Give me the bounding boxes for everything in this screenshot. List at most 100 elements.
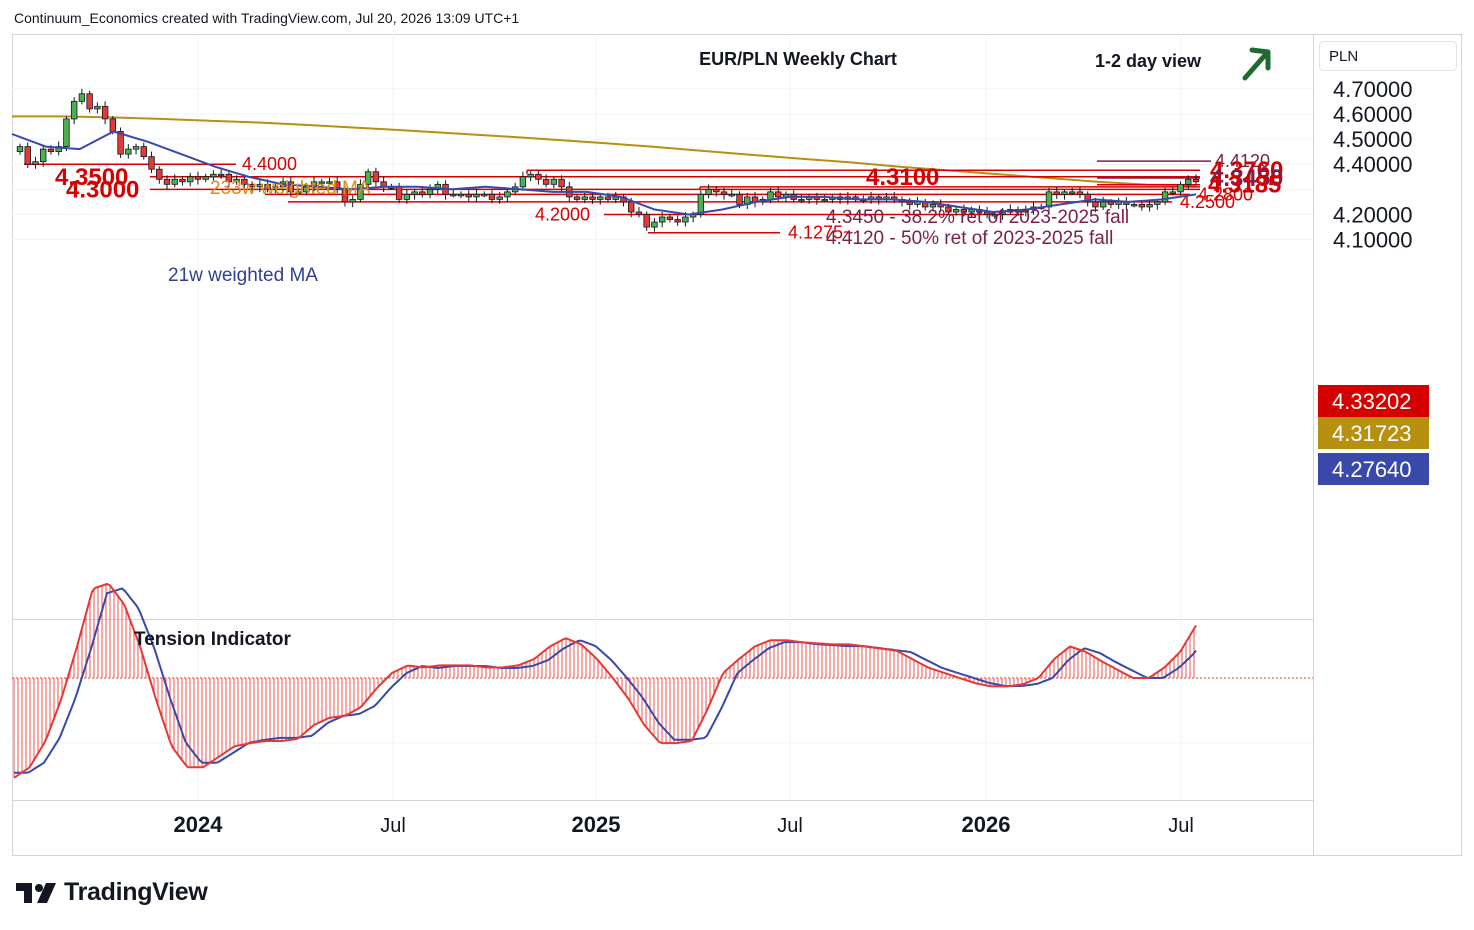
candle-down: [1084, 193, 1091, 203]
candle-down: [535, 173, 542, 180]
time-tick-label: Jul: [1168, 815, 1194, 837]
price-badge-last-price: [1318, 385, 1429, 417]
candle-down: [1192, 178, 1200, 183]
candle-down: [558, 178, 565, 188]
candle-down: [488, 193, 496, 200]
tension-indicator: [12, 582, 1313, 779]
candle-down: [287, 181, 294, 193]
level-label: 4.4000: [242, 154, 297, 174]
candle-down: [720, 191, 728, 195]
candle-down: [419, 191, 426, 195]
candle-down: [960, 209, 968, 213]
candle-down: [589, 196, 596, 200]
candle-up: [63, 118, 70, 147]
price-badge-text: 4.27640: [1332, 457, 1412, 482]
candle-up: [349, 199, 356, 203]
price-badge-21w-ma: [1318, 453, 1429, 485]
level-label: 4.3760: [1210, 157, 1283, 184]
candle-up: [481, 193, 488, 197]
candle-up: [597, 196, 604, 200]
candle-down: [1053, 191, 1060, 195]
candle-up: [40, 148, 47, 163]
candle-down: [1092, 201, 1099, 208]
level-label: 4.2800: [1198, 184, 1253, 204]
candle-up: [1169, 191, 1176, 194]
candle-up: [929, 204, 937, 208]
candle-down: [241, 178, 248, 185]
candle-up: [411, 191, 418, 195]
candle-down: [148, 156, 155, 170]
candle-down: [643, 214, 650, 228]
candle-up: [496, 196, 503, 200]
candle-up: [1099, 201, 1107, 208]
candle-down: [117, 131, 124, 155]
candle-down: [101, 105, 109, 120]
candle-up: [78, 93, 86, 102]
ma233-line: [12, 115, 1197, 187]
price-tick-label: 4.70000: [1333, 77, 1413, 102]
candle-up: [434, 183, 441, 190]
candle-up: [357, 183, 364, 200]
candle-up: [1061, 191, 1068, 195]
level-label: 4.3185: [1208, 172, 1281, 199]
level-label: 4.3000: [66, 176, 139, 203]
candle-up: [1069, 191, 1076, 194]
candle-down: [334, 181, 341, 190]
candle-down: [1107, 201, 1115, 205]
ma233-label: 233w weighted MA: [210, 178, 371, 199]
support-resistance-levels: 4.41204.37604.34504.31854.31004.40004.35…: [24, 151, 1283, 243]
candle-down: [604, 196, 612, 200]
candle-down: [775, 191, 782, 198]
time-axis[interactable]: 2024 Jul 2025 Jul 2026 Jul: [174, 812, 1194, 837]
candle-up: [171, 178, 178, 185]
candle-up: [952, 209, 960, 213]
candle-down: [194, 176, 202, 180]
candle-up: [527, 173, 534, 178]
price-tick-label: 4.20000: [1333, 203, 1413, 228]
candle-up: [658, 216, 666, 223]
candle-up: [1154, 201, 1161, 205]
candle-down: [906, 201, 913, 205]
candle-up: [991, 214, 999, 217]
brand-name: TradingView: [64, 878, 208, 906]
currency-box[interactable]: PLN: [1319, 41, 1457, 71]
candle-up: [202, 176, 209, 180]
price-badge-233w-ma: [1318, 417, 1429, 449]
candle-down: [465, 193, 472, 198]
ma21-path: [11, 130, 1197, 216]
price-badge-text: 4.33202: [1332, 389, 1412, 414]
tradingview-logo-icon: [16, 882, 56, 903]
candle-up: [550, 178, 558, 185]
time-tick-label: 2026: [962, 812, 1011, 837]
level-label: 4.3450: [1210, 165, 1283, 192]
price-badge-text: 4.31723: [1332, 421, 1412, 446]
tradingview-logo[interactable]: TradingView: [16, 878, 208, 907]
candle-up: [1177, 183, 1184, 193]
candle-up: [519, 176, 527, 188]
candle-down: [713, 188, 720, 193]
candle-up: [450, 193, 457, 197]
candle-up: [318, 181, 325, 184]
time-tick-label: Jul: [777, 815, 803, 837]
up-arrow-icon: [1242, 47, 1271, 81]
level-label: 4.3500: [55, 164, 128, 191]
candle-up: [125, 148, 132, 155]
time-tick-label: Jul: [380, 815, 406, 837]
candle-down: [372, 171, 380, 183]
level-label: 4.2000: [535, 205, 590, 225]
candle-up: [728, 193, 735, 197]
level-label: 4.2500: [1180, 192, 1235, 212]
candle-down: [24, 146, 31, 165]
candle-up: [682, 216, 689, 223]
candle-down: [248, 183, 256, 188]
candle-up: [94, 105, 101, 110]
level-label: 4.1275~: [788, 223, 854, 243]
candle-down: [225, 173, 233, 183]
candle-up: [32, 161, 39, 165]
candle-down: [179, 178, 186, 183]
candle-up: [651, 221, 658, 228]
candle-up: [1130, 204, 1138, 207]
candle-down: [1076, 191, 1084, 195]
